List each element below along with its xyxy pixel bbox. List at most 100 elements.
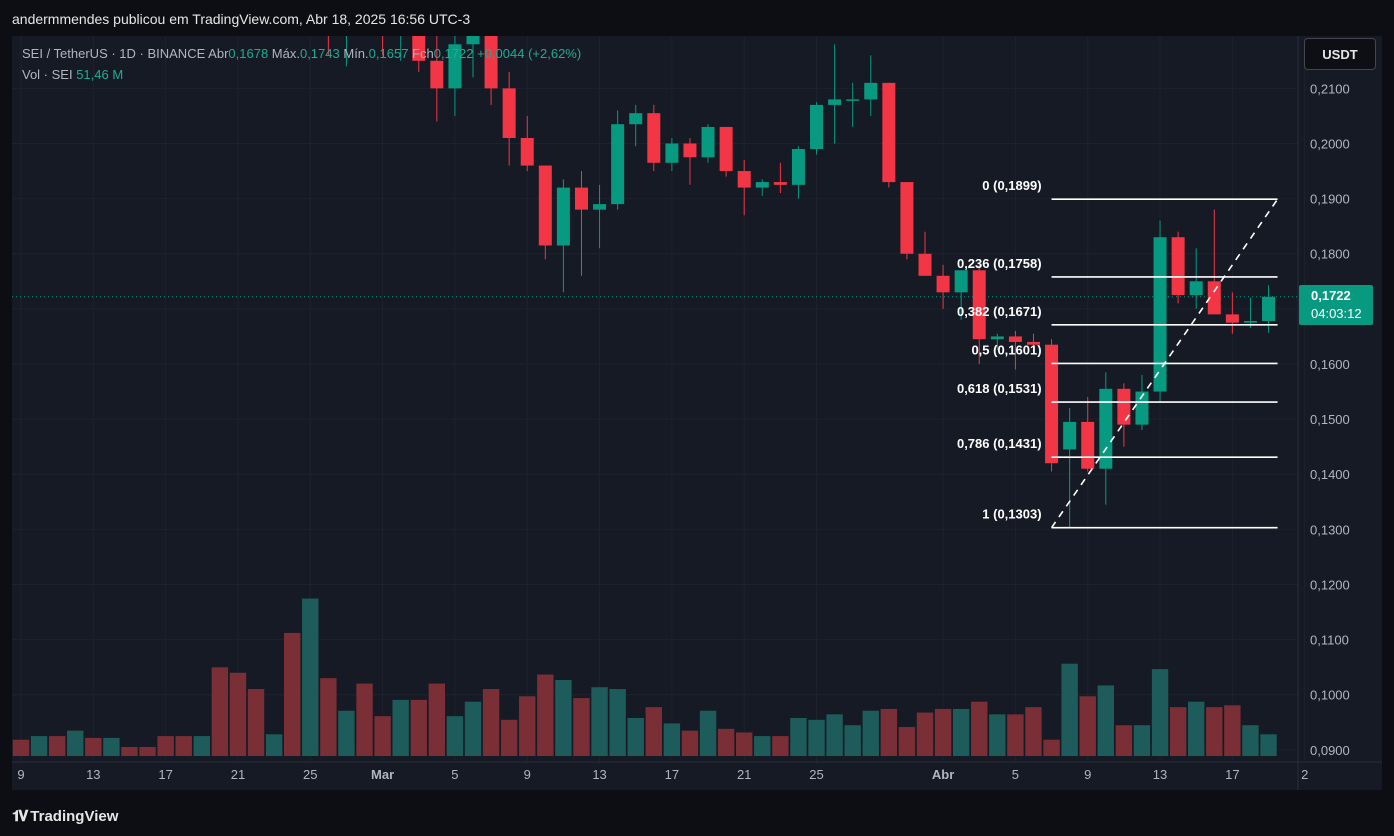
- time-axis-label: 13: [1153, 767, 1167, 782]
- high-value: 0,1743: [299, 46, 340, 61]
- volume-bar: [139, 746, 156, 756]
- symbol-name[interactable]: SEI / TetherUS · 1D · BINANCE: [22, 46, 206, 61]
- volume-bar: [880, 708, 898, 756]
- candle-body: [936, 275, 950, 293]
- volume-bar: [1097, 685, 1114, 756]
- time-axis-label: 2: [1301, 767, 1308, 782]
- candle-body: [864, 82, 878, 100]
- candle-body: [665, 143, 679, 163]
- volume-bar: [211, 667, 229, 756]
- candle-body: [791, 149, 805, 185]
- volume-bar: [320, 678, 337, 756]
- time-axis-label: 17: [665, 767, 679, 782]
- volume-bar: [338, 710, 355, 756]
- volume-bar: [1260, 734, 1277, 756]
- close-label: Fch: [412, 46, 434, 61]
- currency-button[interactable]: USDT: [1304, 38, 1376, 70]
- volume-bar: [1025, 707, 1042, 756]
- volume-bar: [48, 736, 66, 756]
- symbol-legend: SEI / TetherUS · 1D · BINANCE Abr0,1678 …: [22, 46, 581, 61]
- footer-brand[interactable]: TradingView: [30, 807, 119, 825]
- low-value: 0,1657: [368, 46, 409, 61]
- high-label: Máx.: [271, 46, 300, 61]
- candle-body: [520, 137, 534, 166]
- volume-bar: [591, 687, 608, 756]
- candle-body: [484, 36, 498, 89]
- volume-bar: [356, 683, 373, 756]
- volume-bar: [699, 710, 717, 756]
- time-axis-label: 25: [809, 767, 823, 782]
- volume-bar: [1043, 739, 1060, 756]
- volume-bar: [446, 716, 464, 756]
- publish-caption: andermmendes publicou em TradingView.com…: [12, 11, 471, 27]
- volume-bar: [808, 719, 825, 756]
- candle-body: [412, 36, 426, 61]
- time-axis-label: 9: [524, 767, 531, 782]
- volume-bar: [229, 672, 247, 756]
- volume-label[interactable]: Vol · SEI: [22, 67, 73, 82]
- volume-bar: [1079, 696, 1096, 756]
- candle-body: [755, 182, 769, 188]
- candle-body: [990, 336, 1004, 340]
- volume-bar: [681, 730, 699, 756]
- volume-bar: [175, 736, 192, 756]
- candle-body: [340, 0, 353, 33]
- candle-body: [882, 82, 896, 183]
- volume-bar: [790, 717, 807, 756]
- price-axis-label: 0,1300: [1310, 522, 1350, 537]
- volume-bar: [464, 701, 482, 756]
- volume-bar: [844, 725, 861, 756]
- candle-body: [719, 126, 733, 172]
- time-axis-label: 21: [737, 767, 751, 782]
- candle-body: [737, 171, 751, 188]
- volume-bar: [157, 736, 174, 756]
- volume-bar: [627, 717, 644, 756]
- candle-body: [1081, 421, 1095, 469]
- volume-bar: [265, 734, 283, 756]
- price-axis-label: 0,1100: [1310, 633, 1349, 648]
- candle-body: [683, 143, 697, 158]
- fib-level-label: 0,382 (0,1671): [957, 304, 1042, 319]
- price-axis-label: 0,0900: [1310, 743, 1350, 758]
- candle-body: [773, 182, 787, 185]
- volume-bar: [121, 746, 138, 756]
- volume-bar: [1115, 725, 1133, 756]
- candle-body: [611, 124, 625, 205]
- volume-bar: [555, 679, 572, 756]
- candle-body: [322, 0, 335, 33]
- candle-body: [972, 270, 986, 340]
- volume-bar: [103, 737, 120, 756]
- candle-body: [1117, 388, 1131, 425]
- volume-bar: [898, 727, 916, 756]
- volume-bar: [482, 689, 500, 756]
- volume-bar: [1242, 725, 1259, 756]
- candle-body: [1063, 421, 1077, 450]
- candles-group: [322, 0, 1276, 528]
- volume-value: 51,46 M: [76, 67, 124, 82]
- price-axis-label: 0,1200: [1310, 577, 1350, 592]
- chart-panel[interactable]: [12, 36, 1382, 790]
- time-axis-label: Mar: [371, 767, 394, 782]
- candle-body: [376, 11, 389, 33]
- volume-legend: Vol · SEI 51,46 M: [22, 67, 123, 82]
- time-axis-label: 21: [231, 767, 245, 782]
- candle-body: [466, 36, 480, 45]
- volume-bar: [1061, 663, 1078, 756]
- time-axis-label: 25: [303, 767, 317, 782]
- price-axis-label: 0,1900: [1310, 192, 1350, 207]
- candle-body: [954, 270, 968, 293]
- tradingview-logo-icon: 𝟏𝐕: [12, 807, 28, 825]
- candle-body: [430, 60, 444, 89]
- time-axis-label: Abr: [932, 767, 954, 782]
- volume-bar: [519, 696, 536, 756]
- candle-body: [574, 187, 588, 210]
- fib-level-label: 0,5 (0,1601): [971, 342, 1041, 357]
- candle-body: [1008, 336, 1022, 342]
- volume-bar: [1151, 669, 1169, 756]
- low-label: Mín.: [343, 46, 369, 61]
- volume-bar: [916, 712, 934, 756]
- volume-bar: [537, 674, 554, 756]
- candle-body: [1026, 341, 1040, 345]
- volume-bar: [609, 689, 626, 756]
